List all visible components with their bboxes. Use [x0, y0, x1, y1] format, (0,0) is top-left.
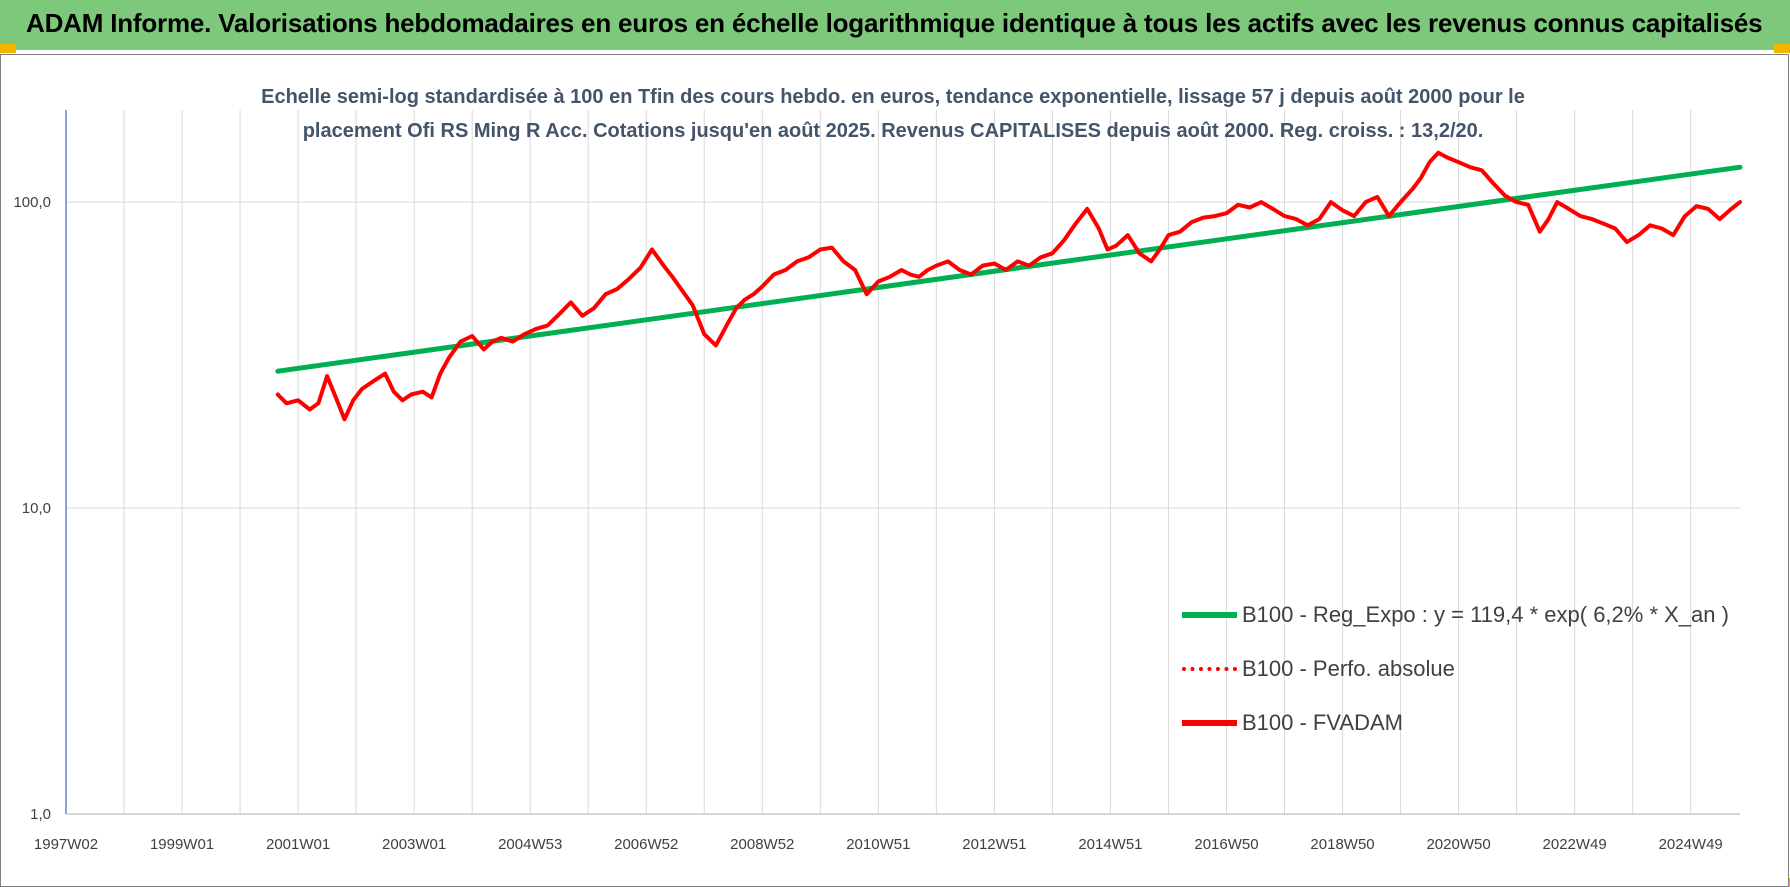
- legend-label-perfo-absolue: B100 - Perfo. absolue: [1242, 656, 1455, 681]
- corner-mark-top-right: [1774, 44, 1790, 53]
- chart-title: Echelle semi-log standardisée à 100 en T…: [150, 80, 1636, 148]
- x-tick-label: 2018W50: [1310, 836, 1374, 853]
- fvadam-line: [275, 150, 1742, 422]
- chart-title-line-2: placement Ofi RS Ming R Acc. Cotations j…: [302, 120, 1484, 142]
- chart-title-line-1: Echelle semi-log standardisée à 100 en T…: [261, 86, 1525, 108]
- x-tick-label: 2016W50: [1194, 836, 1258, 853]
- x-tick-label: 2014W51: [1078, 836, 1142, 853]
- x-tick-label: 2006W52: [614, 836, 678, 853]
- legend-item-regression: B100 - Reg_Expo : y = 119,4 * exp( 6,2% …: [1182, 588, 1729, 642]
- x-tick-label: 2003W01: [382, 836, 446, 853]
- x-tick-label: 2004W53: [498, 836, 562, 853]
- x-tick-label: 2024W49: [1659, 836, 1723, 853]
- x-tick-label: 1997W02: [34, 836, 98, 853]
- report-title: ADAM Informe. Valorisations hebdomadaire…: [26, 8, 1763, 38]
- legend-item-fvadam: B100 - FVADAM: [1182, 696, 1729, 750]
- legend-swatch-regression: [1182, 605, 1237, 625]
- x-tick-label: 2008W52: [730, 836, 794, 853]
- y-tick-label: 1,0: [30, 806, 51, 823]
- x-tick-label: 2010W51: [846, 836, 910, 853]
- legend-swatch-perfo-absolue: [1182, 659, 1237, 679]
- legend-item-perfo-absolue: B100 - Perfo. absolue: [1182, 642, 1729, 696]
- chart-legend: B100 - Reg_Expo : y = 119,4 * exp( 6,2% …: [1182, 588, 1729, 750]
- x-tick-label: 1999W01: [150, 836, 214, 853]
- report-banner: ADAM Informe. Valorisations hebdomadaire…: [0, 0, 1790, 50]
- x-tick-label: 2020W50: [1426, 836, 1490, 853]
- x-tick-label: 2001W01: [266, 836, 330, 853]
- y-tick-label: 10,0: [22, 500, 51, 517]
- x-tick-label: 2022W49: [1543, 836, 1607, 853]
- x-tick-label: 2012W51: [962, 836, 1026, 853]
- corner-mark-top-left: [0, 44, 16, 53]
- y-tick-label: 100,0: [13, 194, 51, 211]
- legend-swatch-fvadam: [1182, 713, 1237, 733]
- legend-label-fvadam: B100 - FVADAM: [1242, 710, 1403, 735]
- legend-label-regression: B100 - Reg_Expo : y = 119,4 * exp( 6,2% …: [1242, 602, 1729, 627]
